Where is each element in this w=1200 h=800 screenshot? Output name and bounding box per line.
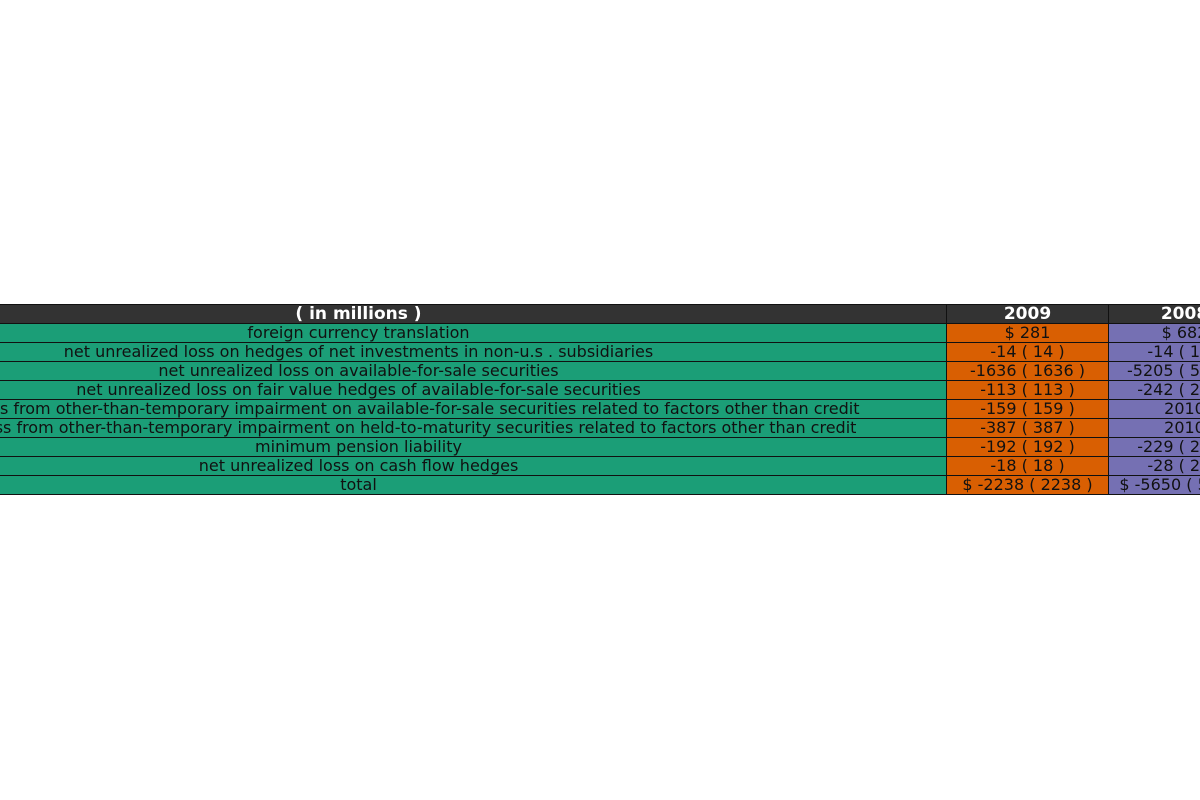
table-row: foreign currency translation $ 281 $ 682 bbox=[0, 323, 1200, 343]
row-label: minimum pension liability bbox=[0, 437, 947, 457]
cell-2009: -192 ( 192 ) bbox=[946, 437, 1109, 457]
row-label: net unrealized loss from other-than-temp… bbox=[0, 399, 947, 419]
cell-2008: -242 ( 242 ) bbox=[1108, 380, 1200, 400]
table-row: net unrealized loss from other-than-temp… bbox=[0, 418, 1200, 438]
row-label: total bbox=[0, 475, 947, 495]
cell-2008: 2010 bbox=[1108, 418, 1200, 438]
row-label: net unrealized loss on fair value hedges… bbox=[0, 380, 947, 400]
cell-2008: -5205 ( 5205 ) bbox=[1108, 361, 1200, 381]
row-label: net unrealized loss on available-for-sal… bbox=[0, 361, 947, 381]
header-row: ( in millions ) 2009 2008 bbox=[0, 304, 1200, 324]
row-label: foreign currency translation bbox=[0, 323, 947, 343]
cell-2009: -18 ( 18 ) bbox=[946, 456, 1109, 476]
cell-2008: 2010 bbox=[1108, 399, 1200, 419]
row-label: net unrealized loss from other-than-temp… bbox=[0, 418, 947, 438]
table-row: net unrealized loss on hedges of net inv… bbox=[0, 342, 1200, 362]
cell-2008: -229 ( 229 ) bbox=[1108, 437, 1200, 457]
cell-2009: -1636 ( 1636 ) bbox=[946, 361, 1109, 381]
table-row: net unrealized loss on fair value hedges… bbox=[0, 380, 1200, 400]
cell-2009: -387 ( 387 ) bbox=[946, 418, 1109, 438]
row-label: net unrealized loss on cash flow hedges bbox=[0, 456, 947, 476]
cell-2008: -14 ( 14 ) bbox=[1108, 342, 1200, 362]
cell-2009: -159 ( 159 ) bbox=[946, 399, 1109, 419]
cell-2008: $ 682 bbox=[1108, 323, 1200, 343]
table-container: ( in millions ) 2009 2008 foreign curren… bbox=[0, 304, 1200, 495]
cell-2008: $ -5650 ( 5650 ) bbox=[1108, 475, 1200, 495]
row-label: net unrealized loss on hedges of net inv… bbox=[0, 342, 947, 362]
cell-2008: -28 ( 28 ) bbox=[1108, 456, 1200, 476]
header-2009: 2009 bbox=[946, 304, 1109, 324]
cell-2009: -113 ( 113 ) bbox=[946, 380, 1109, 400]
table-row-total: total $ -2238 ( 2238 ) $ -5650 ( 5650 ) bbox=[0, 475, 1200, 495]
table-row: net unrealized loss from other-than-temp… bbox=[0, 399, 1200, 419]
table-row: net unrealized loss on available-for-sal… bbox=[0, 361, 1200, 381]
cell-2009: $ -2238 ( 2238 ) bbox=[946, 475, 1109, 495]
table-row: minimum pension liability -192 ( 192 ) -… bbox=[0, 437, 1200, 457]
cell-2009: -14 ( 14 ) bbox=[946, 342, 1109, 362]
accumulated-loss-table: ( in millions ) 2009 2008 foreign curren… bbox=[0, 304, 1200, 495]
header-2008: 2008 bbox=[1108, 304, 1200, 324]
cell-2009: $ 281 bbox=[946, 323, 1109, 343]
table-row: net unrealized loss on cash flow hedges … bbox=[0, 456, 1200, 476]
header-label: ( in millions ) bbox=[0, 304, 947, 324]
